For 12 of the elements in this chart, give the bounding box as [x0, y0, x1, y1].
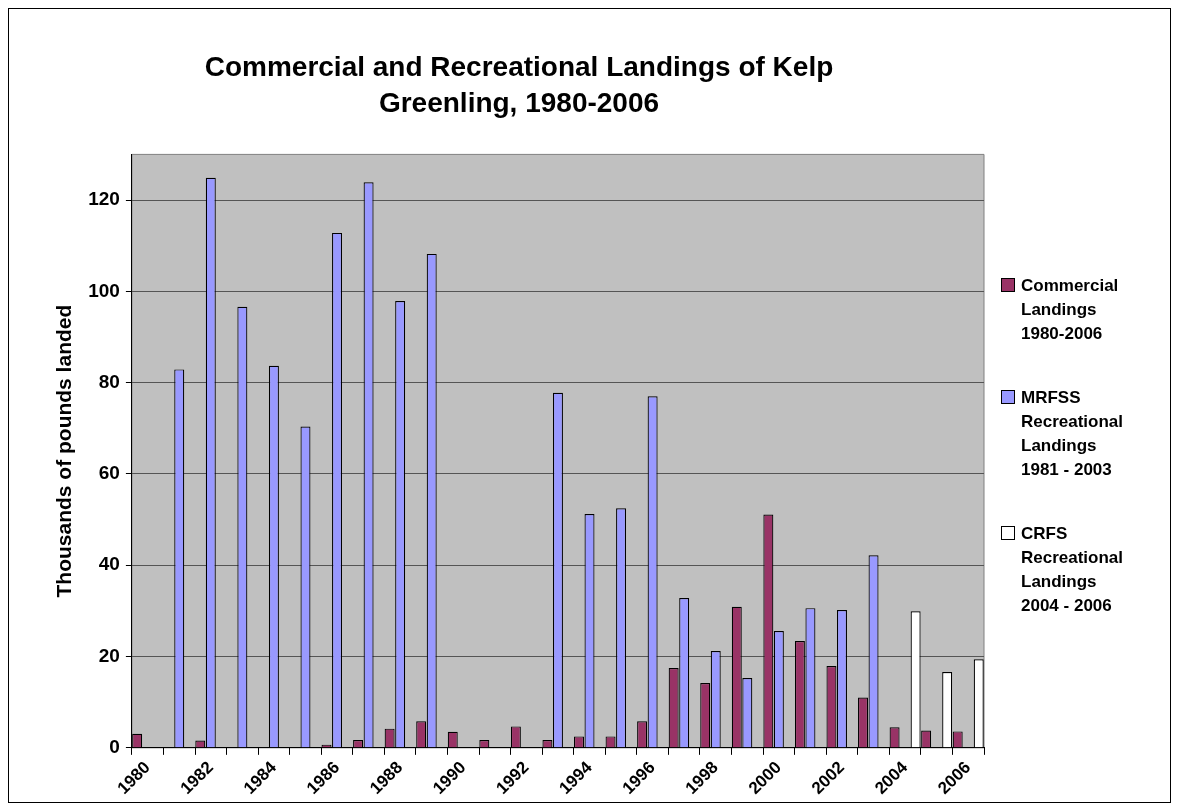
legend-label: Commercial Landings 1980-2006 [1021, 275, 1120, 345]
y-tick-label: 120 [88, 188, 120, 210]
y-tick-label: 60 [98, 462, 120, 484]
chart-title: Commercial and Recreational Landings of Kelp Greenling, 1980-2006 [203, 50, 835, 120]
legend-label: MRFSS Recreational Landings 1981 - 2003 [1021, 387, 1125, 481]
y-tick-label: 80 [98, 370, 120, 392]
y-tick-label: 40 [98, 553, 120, 575]
legend-label: CRFS Recreational Landings 2004 - 2006 [1021, 523, 1125, 617]
y-axis-title: Thousands of pounds landed [52, 304, 76, 598]
y-tick-label: 20 [98, 644, 120, 666]
y-tick-label: 0 [109, 736, 120, 758]
y-tick-label: 100 [88, 279, 120, 301]
